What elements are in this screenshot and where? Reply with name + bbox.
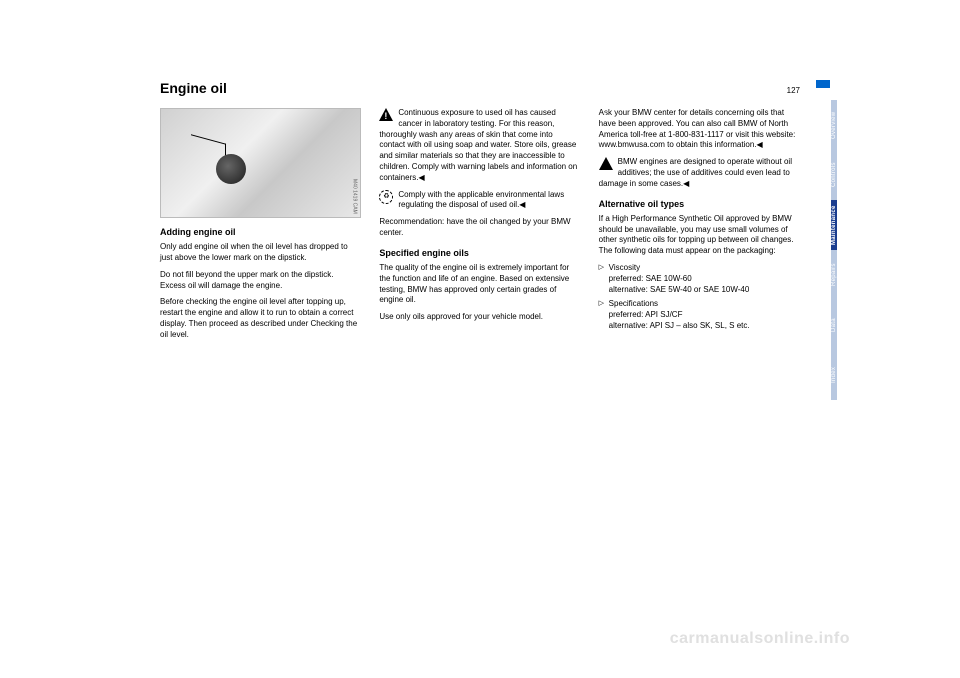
tab-index[interactable]: Index xyxy=(831,350,837,400)
recycle-text: Comply with the applicable environmental… xyxy=(398,190,564,210)
list-detail: preferred: API SJ/CF xyxy=(609,310,683,319)
tab-controls[interactable]: Controls xyxy=(831,150,837,200)
figure-block: M40 1419 CAM xyxy=(160,108,361,218)
warning-triangle-icon xyxy=(379,108,395,124)
end-mark: ◀ xyxy=(757,140,763,149)
figure-code: M40 1419 CAM xyxy=(351,179,358,214)
page-number: 127 xyxy=(787,86,800,95)
warning-text: Continuous exposure to used oil has caus… xyxy=(379,108,577,182)
info-block: Ask your BMW center for details concerni… xyxy=(599,108,800,151)
tab-repairs[interactable]: Repairs xyxy=(831,250,837,300)
para: Recommendation: have the oil changed by … xyxy=(379,217,580,239)
tab-overview[interactable]: Overview xyxy=(831,100,837,150)
list-item: Viscosity preferred: SAE 10W-60 alternat… xyxy=(599,263,800,295)
list-detail: preferred: SAE 10W-60 xyxy=(609,274,692,283)
corner-marker xyxy=(816,80,830,88)
warning-triangle-icon xyxy=(599,157,615,173)
para: Do not fill beyond the upper mark on the… xyxy=(160,270,361,292)
watermark: carmanualsonline.info xyxy=(670,630,850,648)
para: Use only oils approved for your vehicle … xyxy=(379,312,580,323)
warning-block: BMW engines are designed to operate with… xyxy=(599,157,800,189)
list-label: Specifications xyxy=(609,299,658,308)
subhead-alternative-oils: Alternative oil types xyxy=(599,198,800,210)
subhead-specified-oils: Specified engine oils xyxy=(379,247,580,259)
end-mark: ◀ xyxy=(418,173,424,182)
list-label: Viscosity xyxy=(609,263,640,272)
warning-block: Continuous exposure to used oil has caus… xyxy=(379,108,580,184)
figure-oil-cap xyxy=(216,154,246,184)
end-mark: ◀ xyxy=(683,179,689,188)
tab-data[interactable]: Data xyxy=(831,300,837,350)
warning-text: BMW engines are designed to operate with… xyxy=(599,157,792,188)
para: Only add engine oil when the oil level h… xyxy=(160,242,361,264)
side-tabs: Overview Controls Maintenance Repairs Da… xyxy=(831,100,853,400)
info-text: Ask your BMW center for details concerni… xyxy=(599,108,796,149)
recycle-block: ♻ Comply with the applicable environment… xyxy=(379,190,580,212)
para: If a High Performance Synthetic Oil appr… xyxy=(599,214,800,257)
content-columns: M40 1419 CAM Adding engine oil Only add … xyxy=(160,108,800,341)
para: Before checking the engine oil level aft… xyxy=(160,297,361,340)
list-detail: alternative: API SJ – also SK, SL, S etc… xyxy=(609,321,750,330)
engine-oil-figure: M40 1419 CAM xyxy=(160,108,361,218)
page-title: Engine oil xyxy=(160,80,227,96)
title-row: Engine oil 127 xyxy=(160,80,800,96)
list-detail: alternative: SAE 5W-40 or SAE 10W-40 xyxy=(609,285,750,294)
recycle-icon: ♻ xyxy=(379,190,395,206)
end-mark: ◀ xyxy=(519,200,525,209)
para: The quality of the engine oil is extreme… xyxy=(379,263,580,306)
tab-maintenance[interactable]: Maintenance xyxy=(831,200,837,250)
page-content: Engine oil 127 M40 1419 CAM Adding engin… xyxy=(160,80,800,580)
subhead-adding-oil: Adding engine oil xyxy=(160,226,361,238)
list-item: Specifications preferred: API SJ/CF alte… xyxy=(599,299,800,331)
